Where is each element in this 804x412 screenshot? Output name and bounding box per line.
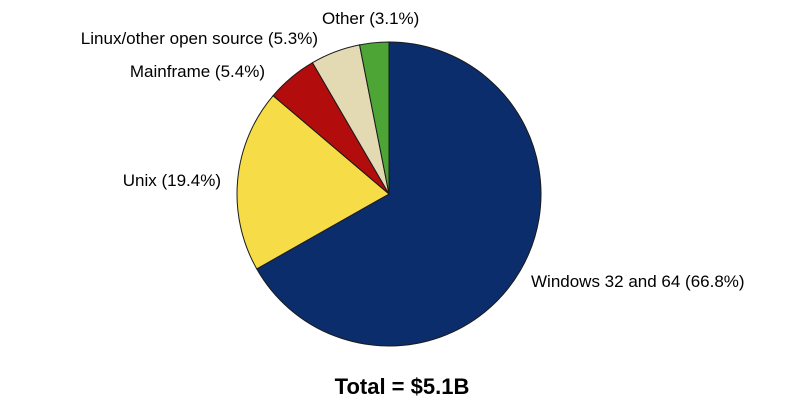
pie-slices (236, 41, 542, 347)
label-windows: Windows 32 and 64 (66.8%) (531, 272, 745, 291)
label-mainframe: Mainframe (5.4%) (130, 62, 265, 81)
slice-unix (236, 94, 390, 270)
slice-windows (256, 41, 542, 347)
label-other: Other (3.1%) (322, 9, 419, 28)
slice-other (358, 41, 390, 195)
label-linux: Linux/other open source (5.3%) (81, 29, 318, 48)
chart-total-annotation: Total = $5.1B (334, 374, 470, 399)
label-unix: Unix (19.4%) (123, 171, 221, 190)
slice-labels: Windows 32 and 64 (66.8%) Unix (19.4%) Mai… (81, 9, 745, 291)
